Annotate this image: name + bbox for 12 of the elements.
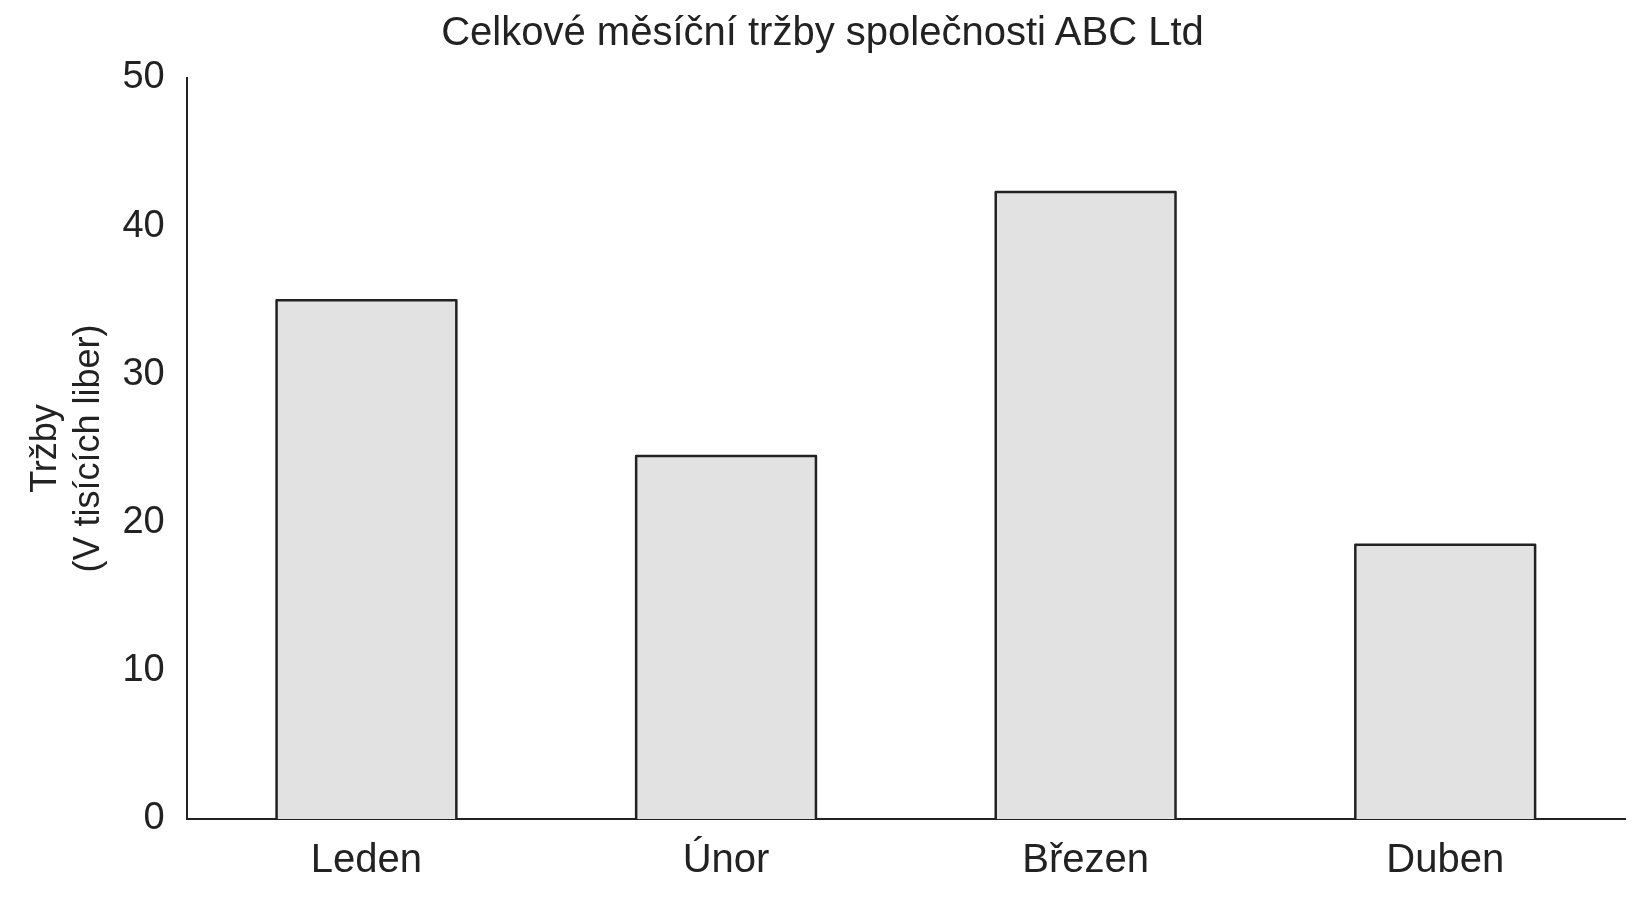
x-tick-label: Březen xyxy=(1022,836,1149,881)
x-tick-label: Únor xyxy=(682,836,770,881)
chart-title: Celkové měsíční tržby společnosti ABC Ltd xyxy=(441,9,1204,54)
y-tick-label: 0 xyxy=(143,795,165,838)
y-tick-label: 10 xyxy=(122,647,165,690)
x-tick-label: Duben xyxy=(1386,836,1505,881)
y-tick-label: 50 xyxy=(122,54,165,97)
y-axis-title: Tržby (V tisících liber) xyxy=(22,324,107,573)
y-tick-label: 40 xyxy=(122,202,165,245)
y-tick-label: 30 xyxy=(122,350,165,393)
y-tick-label: 20 xyxy=(122,499,165,542)
x-tick-label: Leden xyxy=(310,836,423,881)
